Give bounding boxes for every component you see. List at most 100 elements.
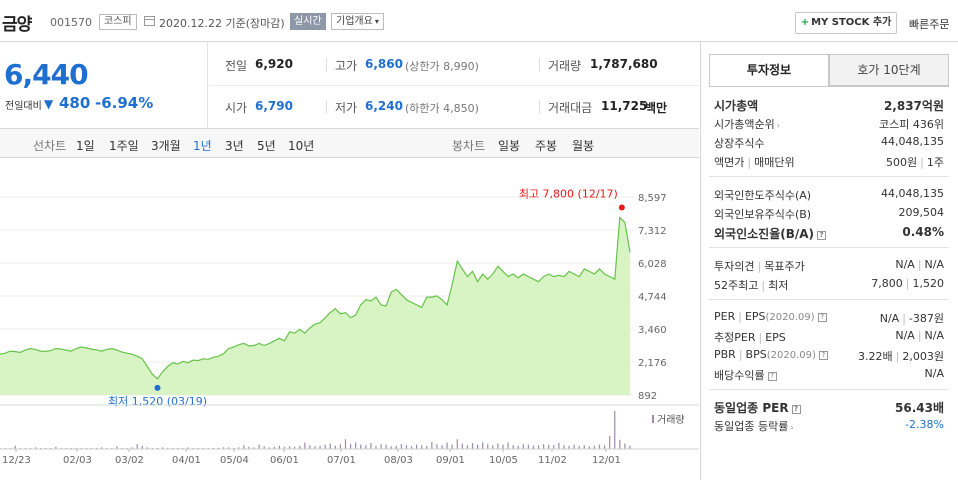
invest-row-value: N/A | N/A [895,329,944,342]
invest-row-value: 0.48% [902,225,944,239]
volume-bar [349,444,352,449]
stock-name: 금양 [2,15,32,35]
volume-bar [517,445,519,449]
help-icon[interactable]: ? [817,231,827,240]
down-triangle-icon: ▼ [44,97,54,111]
volume-bar [487,444,489,449]
y-tick-label: 2,176 [638,358,667,369]
volume-bar [319,445,321,449]
help-icon[interactable]: ? [767,372,777,381]
tab-1d[interactable]: 1일 [76,139,95,153]
tab-monthly[interactable]: 월봉 [572,139,595,153]
line-chart-label: 선차트 [33,139,67,153]
invest-label-text: 시가총액 [714,99,759,113]
tab-1w[interactable]: 1주일 [109,139,139,153]
low-label: 저가 [335,101,358,115]
invest-value-text: 3.22배 [858,350,893,363]
invest-value-text: -2.38% [905,418,944,431]
divider: | [758,331,763,344]
high-value: 6,860 [365,57,403,71]
realtime-button[interactable]: 실시간 [290,13,326,30]
volume-bar [410,446,413,449]
help-icon[interactable]: ? [791,405,801,414]
chevron-right-icon[interactable]: › [790,423,794,432]
invest-row-value: 3.22배 | 2,003원 [858,348,944,364]
volume-bar [365,445,367,449]
add-mystock-button[interactable]: + MY STOCK 추가 [795,12,897,34]
invest-value-text: 0.48% [902,225,944,239]
volume-bar [60,447,62,449]
chevron-right-icon[interactable]: › [776,121,780,130]
invest-row-value: N/A | -387원 [880,310,944,326]
volume-bar [482,442,484,449]
invest-row-value: 500원 | 1주 [886,154,944,170]
invest-value-text: N/A [924,367,944,380]
volume-bar [339,444,342,449]
volume-bar [294,446,296,449]
divider: | [761,279,766,292]
volume-bar [537,445,540,449]
invest-label-text: 시가총액순위 [714,118,775,131]
volume-bar [197,447,199,449]
min-marker [154,384,161,391]
tab-1y[interactable]: 1년 [193,139,212,153]
volume-bar [283,446,286,449]
section-divider [709,299,949,300]
volume-bar [14,445,16,449]
invest-row: 외국인소진율(B/A)? 0.48% [714,225,944,243]
invest-row-label: 외국인보유주식수(B) [714,206,811,222]
tab-ask-10[interactable]: 호가 10단계 [829,54,949,86]
quick-order-link[interactable]: 빠른주문 [909,18,950,31]
tab-10y[interactable]: 10년 [288,139,315,153]
high-label: 고가 [335,59,358,73]
volume-bar [273,446,275,449]
change-percent: -6.94% [95,94,154,112]
invest-row-value: N/A [925,367,944,380]
volume-bar [619,439,621,449]
tab-invest-info[interactable]: 투자정보 [709,54,829,86]
invest-row-label: 상장주식수 [714,135,765,151]
volume-bar [416,444,418,449]
invest-row: 배당수익률? N/A [714,367,944,385]
volume-bar [375,445,377,449]
price-chart[interactable]: 8,597 7,312 6,028 4,744 3,460 2,176 892 최고 7,80… [0,159,699,480]
tab-3m[interactable]: 3개월 [151,139,181,153]
open-value: 6,790 [255,99,293,113]
invest-row-value: 44,048,135 [881,187,944,200]
divider: | [920,156,924,169]
invest-value-text: 56.43배 [895,401,944,415]
price-chart-svg: 8,597 7,312 6,028 4,744 3,460 2,176 892 최고 7,80… [0,187,699,466]
chart-period-tabs: 선차트 1일 1주일 3개월 1년 3년 5년 10년 봉차트 일봉 주봉 월봉 [0,128,699,158]
company-info-dropdown[interactable]: 기업개요 ▾ [331,13,384,30]
volume-bar [390,446,392,449]
invest-value-text: N/A [895,258,915,271]
tab-weekly[interactable]: 주봉 [535,139,558,153]
volume-bar [101,447,103,449]
x-tick-label: 06/01 [270,455,299,466]
max-label: 최고 7,800 (12/17) [519,187,618,200]
invest-value-text: 500원 [886,156,918,169]
help-icon[interactable]: ? [818,351,828,360]
invest-label-text: 목표주가 [764,260,805,273]
invest-row-label: 시가총액 [714,97,758,114]
volume-bar [116,446,118,449]
tab-5y[interactable]: 5년 [257,139,276,153]
tab-daily[interactable]: 일봉 [498,139,521,153]
volume-bar [111,447,113,449]
volume-bar [161,447,164,449]
volume-bar [451,444,453,449]
x-tick-label: 09/01 [436,455,465,466]
invest-row: 추정PER | EPS N/A | N/A [714,329,944,347]
invest-row: 액면가 | 매매단위 500원 | 1주 [714,154,944,172]
divider: | [747,156,752,169]
divider: | [917,329,922,342]
volume-bar [558,443,560,449]
volume-bar [629,445,631,449]
volume-bar [527,444,529,449]
tab-3y[interactable]: 3년 [225,139,244,153]
invest-value-text: 44,048,135 [881,135,944,148]
help-icon[interactable]: ? [817,313,827,322]
volume-bar [370,443,372,449]
y-tick-label: 7,312 [638,226,667,237]
invest-row-label: 투자의견 | 목표주가 [714,258,805,274]
